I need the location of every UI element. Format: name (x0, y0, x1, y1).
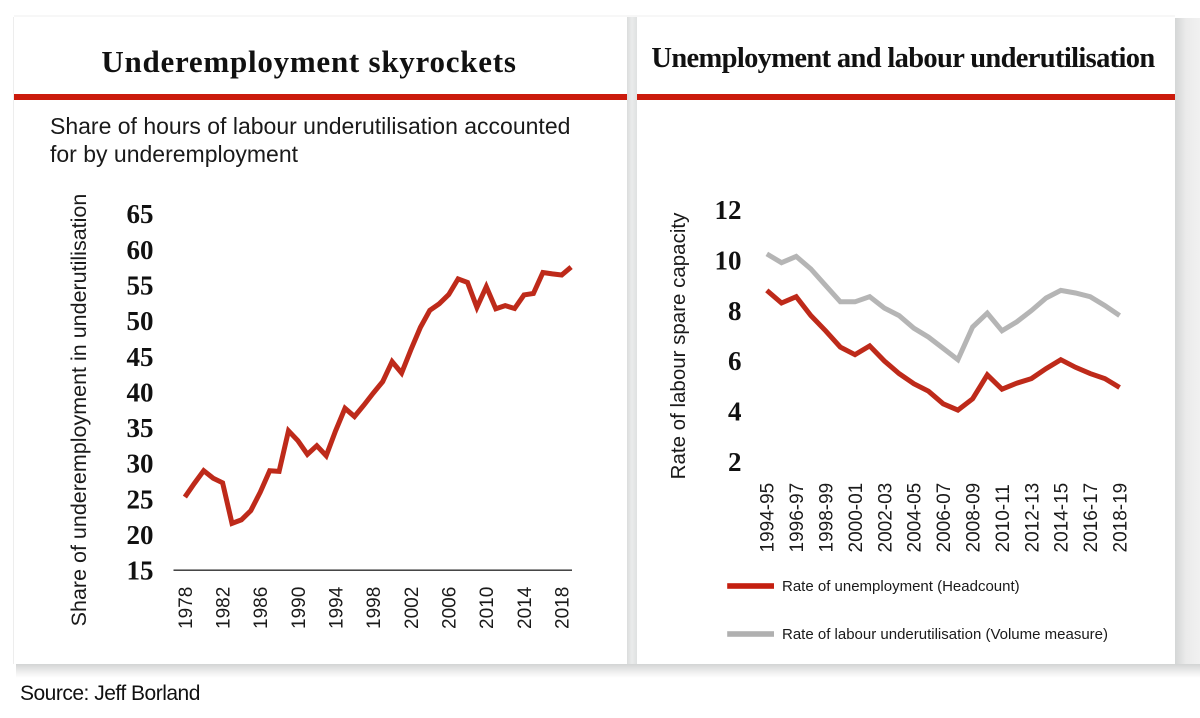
svg-text:10: 10 (715, 245, 742, 275)
svg-text:Rate of unemployment (Headcoun: Rate of unemployment (Headcount) (782, 578, 1020, 595)
svg-text:2016-17: 2016-17 (1081, 483, 1102, 553)
svg-text:1998: 1998 (364, 587, 385, 629)
svg-text:1982: 1982 (214, 587, 235, 629)
svg-text:1996-97: 1996-97 (787, 483, 808, 553)
svg-text:2018: 2018 (553, 587, 574, 629)
svg-text:2018-19: 2018-19 (1111, 483, 1132, 553)
svg-text:2: 2 (728, 447, 742, 477)
svg-text:1978: 1978 (176, 587, 197, 629)
svg-text:20: 20 (127, 520, 154, 550)
svg-text:2006: 2006 (440, 587, 461, 629)
svg-text:1994-95: 1994-95 (758, 483, 779, 553)
svg-text:2012-13: 2012-13 (1022, 483, 1043, 553)
svg-text:35: 35 (127, 413, 154, 443)
svg-text:Share of underemployment in un: Share of underemployment in underutilisa… (67, 194, 91, 627)
svg-text:2010: 2010 (477, 587, 498, 629)
svg-text:1998-99: 1998-99 (817, 483, 838, 553)
svg-text:1986: 1986 (251, 587, 272, 629)
svg-text:65: 65 (127, 199, 154, 229)
svg-text:2002: 2002 (402, 587, 423, 629)
svg-text:40: 40 (127, 377, 154, 407)
svg-text:2014-15: 2014-15 (1052, 483, 1073, 553)
svg-text:2006-07: 2006-07 (934, 483, 955, 553)
svg-text:25: 25 (127, 484, 154, 514)
svg-text:60: 60 (127, 235, 154, 265)
svg-text:30: 30 (127, 449, 154, 479)
svg-text:2000-01: 2000-01 (846, 483, 867, 553)
svg-text:55: 55 (127, 270, 154, 300)
svg-text:1990: 1990 (289, 587, 310, 629)
svg-text:4: 4 (728, 397, 742, 427)
svg-text:6: 6 (728, 346, 742, 376)
svg-text:2014: 2014 (515, 586, 536, 629)
svg-text:2010-11: 2010-11 (993, 484, 1014, 552)
svg-text:2002-03: 2002-03 (875, 483, 896, 553)
svg-text:2008-09: 2008-09 (964, 483, 985, 553)
svg-text:2004-05: 2004-05 (905, 483, 926, 553)
svg-text:45: 45 (127, 342, 154, 372)
svg-text:1994: 1994 (327, 586, 348, 629)
svg-text:Rate of labour underutilisatio: Rate of labour underutilisation (Volume … (782, 626, 1108, 643)
svg-text:50: 50 (127, 306, 154, 336)
svg-text:15: 15 (127, 556, 154, 586)
svg-text:Rate of labour spare capacity: Rate of labour spare capacity (667, 212, 690, 479)
svg-text:8: 8 (728, 296, 742, 326)
svg-text:12: 12 (715, 195, 742, 225)
